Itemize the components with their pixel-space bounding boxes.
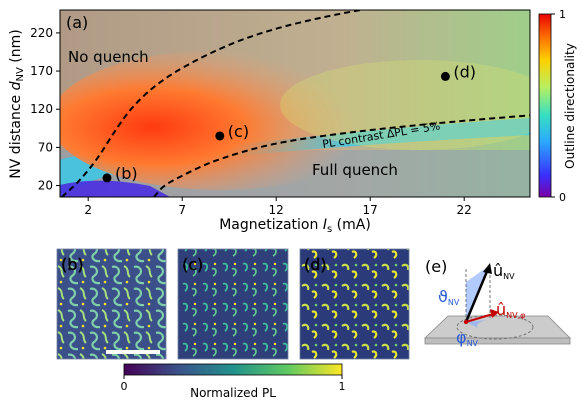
phi-label: φNV: [456, 328, 479, 348]
pl-image-d: (d): [299, 248, 410, 360]
data-point-label: (c): [228, 122, 249, 141]
u-nv-phi-label: ûNV,φ: [496, 300, 525, 320]
x-tick-label: 7: [178, 203, 186, 217]
theta-label: ϑNV: [438, 287, 460, 307]
colorbar-pl-tick-1: 1: [339, 380, 346, 393]
data-point: [440, 71, 450, 81]
data-point-label: (d): [453, 62, 476, 81]
u-nv-arrow: [464, 268, 490, 323]
plot-frame: [59, 9, 531, 198]
panel-a-plot: 2 7 12 17 22 20 70 120 170 220 (b) (c) (d) (a) No …: [8, 9, 531, 235]
x-tick-label: 22: [457, 203, 472, 217]
data-point-label: (b): [115, 164, 138, 183]
x-tick-label: 12: [269, 203, 284, 217]
colorbar-pl-label: Normalized PL: [190, 386, 276, 400]
phi-arc: [466, 320, 488, 328]
pl-image-b-label: (b): [61, 255, 84, 274]
y-tick-label: 220: [30, 26, 53, 40]
boundary-full-quench: [153, 114, 530, 197]
panel-a-label: (a): [66, 13, 88, 32]
colorbar-directionality-gradient: [538, 13, 552, 198]
diagram-label: (e): [425, 257, 447, 276]
pl-image-d-label: (d): [304, 255, 327, 274]
diagram-plate: [424, 315, 571, 339]
vector-diagram: (e) ûNV ûNV,φ ϑNV φNV: [424, 257, 571, 348]
x-tick-label: 17: [363, 203, 378, 217]
data-point: [215, 131, 225, 141]
colorbar-directionality-tick-0: 0: [559, 191, 566, 204]
colorbar-pl-gradient: [123, 363, 343, 376]
pl-image-b: (b): [56, 248, 167, 360]
y-tick-label: 70: [38, 140, 53, 154]
u-nv-phi-arrow: [465, 313, 494, 323]
x-tick-label: 2: [84, 203, 92, 217]
hot-region: [60, 50, 390, 190]
colorbar-pl-tick-0: 0: [121, 380, 128, 393]
y-tick-label: 20: [38, 179, 53, 193]
y-tick-label: 170: [30, 64, 53, 78]
y-axis-label: NV distance dNV (nm): [8, 29, 26, 178]
y-tick-label: 120: [30, 102, 53, 116]
colorbar-normalized-pl: 0 1 Normalized PL: [121, 363, 346, 400]
pl-image-c: (c): [177, 248, 289, 360]
boundary-no-quench: [61, 10, 368, 197]
region-label-full-quench: Full quench: [312, 161, 398, 179]
u-nv-label: ûNV: [493, 261, 515, 281]
x-axis-label: Magnetization Is (mA): [219, 217, 371, 235]
data-point: [102, 173, 112, 183]
pl-image-c-label: (c): [182, 255, 203, 274]
region-label-no-quench: No quench: [68, 48, 149, 66]
blue-band: [60, 118, 530, 197]
colorbar-directionality-tick-1: 1: [559, 8, 566, 21]
colorbar-directionality-label: Outline directionality: [563, 43, 577, 169]
violet-corner: [60, 180, 170, 197]
colorbar-directionality: 1 0 Outline directionality: [538, 8, 577, 204]
